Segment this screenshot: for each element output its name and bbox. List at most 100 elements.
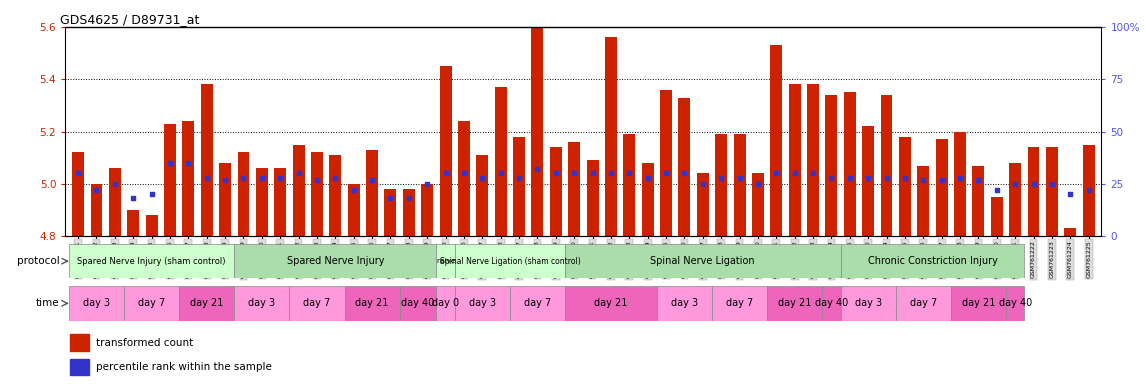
Bar [219,163,231,236]
Bar [807,84,819,236]
Text: Spinal Nerve Ligation (sham control): Spinal Nerve Ligation (sham control) [440,257,581,266]
Point [564,170,583,177]
Point [657,170,676,177]
Bar [881,95,892,236]
Bar [311,152,323,236]
Bar [71,334,89,351]
Text: Spared Nerve Injury: Spared Nerve Injury [286,256,384,266]
Bar [366,150,378,236]
Bar [586,160,599,236]
Bar [476,155,488,236]
Bar [899,137,911,236]
Bar [330,155,341,236]
Text: transformed count: transformed count [96,338,194,348]
Point [914,177,932,183]
Bar [752,174,764,236]
Bar [71,359,89,375]
Bar [767,286,822,321]
Point [639,174,657,180]
Text: day 0: day 0 [432,298,459,308]
Bar [275,168,286,236]
Point [198,174,216,180]
Bar [1027,147,1040,236]
Bar [436,244,455,278]
Bar [623,134,635,236]
Text: day 7: day 7 [726,298,753,308]
Bar [1006,286,1025,321]
Bar [660,90,672,236]
Bar [109,168,121,236]
Point [235,174,253,180]
Point [694,181,712,187]
Point [822,174,840,180]
Bar [348,184,360,236]
Point [1061,191,1080,197]
Text: day 3: day 3 [248,298,276,308]
Text: day 3: day 3 [671,298,698,308]
Point [455,170,473,177]
Bar [400,286,436,321]
Text: day 21: day 21 [962,298,995,308]
Point [180,160,198,166]
Bar [495,87,507,236]
Bar [290,286,345,321]
Bar [145,215,158,236]
Bar [895,286,950,321]
Bar [990,197,1003,236]
Point [436,170,455,177]
Text: day 3: day 3 [854,298,882,308]
Text: GDS4625 / D89731_at: GDS4625 / D89731_at [60,13,199,26]
Point [473,174,491,180]
Text: day 3: day 3 [468,298,496,308]
Point [345,187,363,193]
Bar [235,286,290,321]
Bar [513,137,526,236]
Point [712,174,731,180]
Point [271,174,290,180]
Bar [510,286,564,321]
Point [859,174,877,180]
Point [676,170,694,177]
Point [1080,187,1098,193]
Bar [200,84,213,236]
Bar [455,244,564,278]
Bar [255,168,268,236]
Point [326,174,345,180]
Bar [1083,145,1095,236]
Bar [124,286,179,321]
Point [400,195,418,202]
Bar [822,286,840,321]
Point [124,195,142,202]
Point [988,187,1006,193]
Bar [458,121,469,236]
Point [804,170,822,177]
Text: day 40: day 40 [402,298,435,308]
Bar [697,174,709,236]
Bar [1045,147,1058,236]
Point [418,181,436,187]
Bar [972,166,985,236]
Text: day 7: day 7 [139,298,165,308]
Bar [789,84,800,236]
Bar [862,126,874,236]
Bar [385,189,396,236]
Bar [1009,163,1021,236]
Point [105,181,124,187]
Point [621,170,639,177]
Point [528,166,546,172]
Bar [69,244,235,278]
Point [510,174,528,180]
Point [1006,181,1025,187]
Bar [72,152,84,236]
Bar [954,132,966,236]
Text: day 21: day 21 [777,298,812,308]
Text: Spared Nerve Injury (sham control): Spared Nerve Injury (sham control) [78,257,226,266]
Bar [840,244,1025,278]
Text: time: time [35,298,60,308]
Text: day 21: day 21 [594,298,627,308]
Point [160,160,179,166]
Bar [564,244,840,278]
Point [932,177,950,183]
Text: day 7: day 7 [303,298,331,308]
Bar [69,286,124,321]
